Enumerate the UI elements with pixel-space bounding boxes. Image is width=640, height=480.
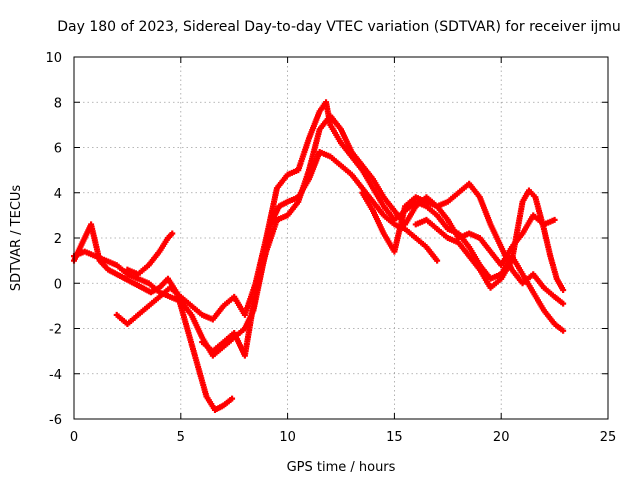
- x-tick-label: 15: [386, 430, 403, 445]
- y-tick-label: 0: [54, 277, 62, 292]
- y-axis-label: SDTVAR / TECUs: [9, 185, 24, 292]
- x-tick-label: 5: [177, 430, 185, 445]
- grid-lines: [74, 57, 608, 419]
- y-tick-label: -4: [49, 368, 62, 383]
- data-point: [560, 327, 567, 334]
- series-group: [412, 187, 567, 294]
- y-tick-label: 6: [54, 142, 62, 157]
- series-group: [359, 180, 567, 307]
- series-group: [71, 149, 441, 359]
- x-axis-label: GPS time / hours: [287, 460, 396, 475]
- series-group: [113, 99, 567, 334]
- x-tick-label: 0: [70, 430, 78, 445]
- data-point: [551, 216, 558, 223]
- x-tick-label: 10: [279, 430, 296, 445]
- data-point: [229, 395, 236, 402]
- x-tick-label: 25: [600, 430, 617, 445]
- data-point: [434, 257, 441, 264]
- y-tick-label: 2: [54, 232, 62, 247]
- y-tick-label: 10: [45, 51, 62, 66]
- y-tick-label: -2: [49, 323, 62, 338]
- data-point: [560, 287, 567, 294]
- chart-title: Day 180 of 2023, Sidereal Day-to-day VTE…: [57, 19, 621, 35]
- x-tick-label: 20: [493, 430, 510, 445]
- axis-ticks: 0 5 10 15 20 25 -6 -4 -2 0 2 4 6 8 10: [45, 51, 616, 445]
- y-tick-label: 8: [54, 96, 62, 111]
- y-tick-label: -6: [49, 413, 62, 428]
- data-marks: [71, 99, 567, 413]
- series-group: [124, 230, 176, 278]
- series-group: [199, 112, 558, 359]
- y-tick-label: 4: [54, 187, 62, 202]
- data-point: [560, 300, 567, 307]
- data-point: [169, 230, 176, 237]
